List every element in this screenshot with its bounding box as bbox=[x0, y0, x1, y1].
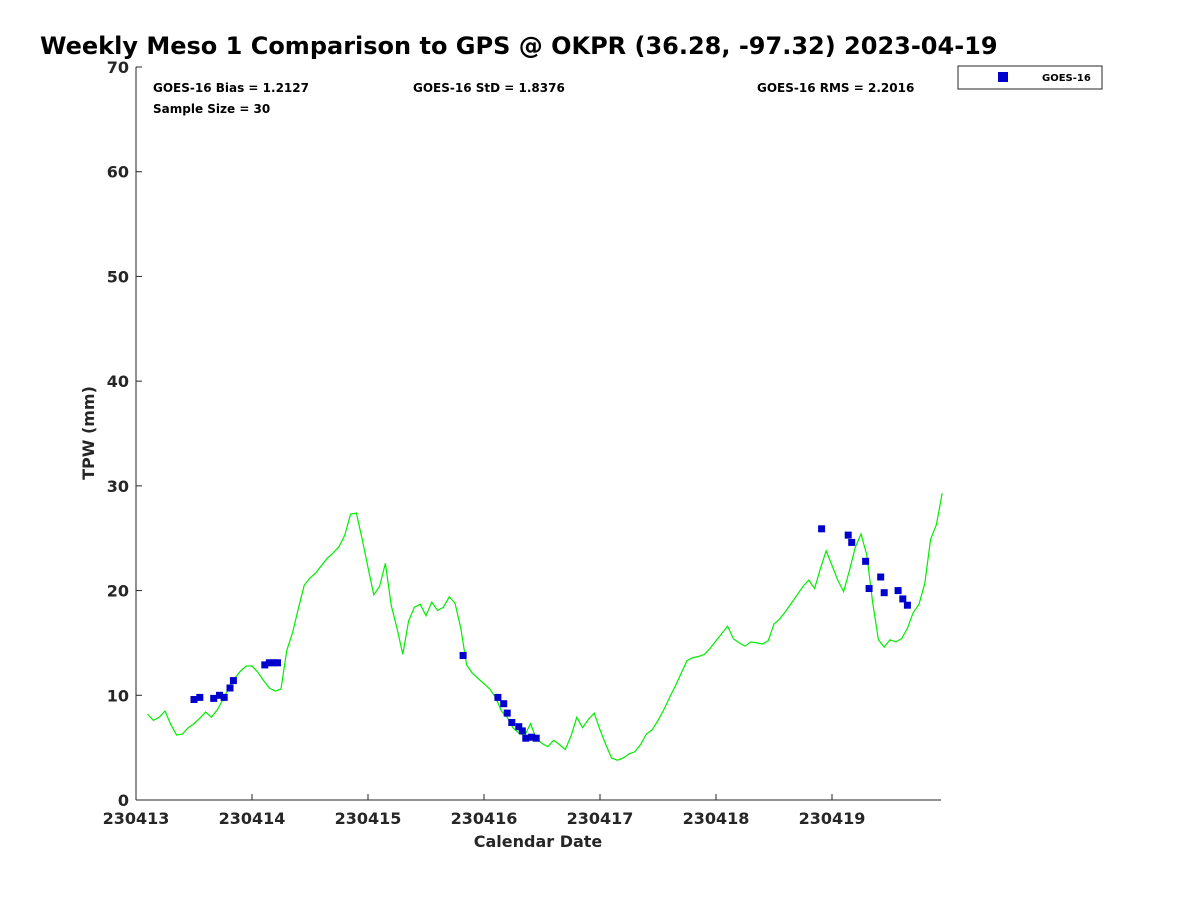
y-ticks: 0 10 20 30 40 50 60 70 bbox=[107, 58, 142, 810]
y-tick-label: 0 bbox=[118, 791, 129, 810]
goes16-point bbox=[518, 727, 526, 735]
goes16-point bbox=[877, 573, 885, 581]
goes16-point bbox=[899, 595, 907, 603]
goes16-point bbox=[865, 585, 873, 592]
goes16-point bbox=[190, 696, 198, 703]
goes16-point bbox=[459, 652, 467, 659]
rms-annotation: GOES-16 RMS = 2.2016 bbox=[757, 81, 914, 95]
goes16-point bbox=[494, 693, 502, 701]
x-tick-label: 230418 bbox=[683, 809, 750, 828]
std-annotation: GOES-16 StD = 1.8376 bbox=[413, 81, 565, 95]
y-tick-label: 60 bbox=[107, 163, 129, 182]
goes16-point bbox=[844, 531, 852, 539]
goes16-point bbox=[210, 694, 218, 702]
goes16-point bbox=[522, 734, 530, 742]
x-ticks: 230413 230414 230415 230416 230417 230418 2304… bbox=[103, 794, 866, 828]
y-axis-label: TPW (mm) bbox=[79, 386, 98, 480]
gps-tpw-line bbox=[147, 493, 943, 761]
y-tick-label: 20 bbox=[107, 582, 129, 601]
goes16-point bbox=[229, 677, 237, 685]
y-tick-label: 50 bbox=[107, 267, 129, 286]
goes16-point bbox=[274, 659, 281, 667]
goes16-point bbox=[503, 709, 511, 717]
x-axis-label: Calendar Date bbox=[474, 832, 603, 851]
goes16-point bbox=[818, 525, 826, 533]
goes16-point bbox=[515, 723, 523, 731]
goes16-point bbox=[216, 691, 223, 699]
goes16-point bbox=[903, 601, 911, 609]
goes16-point bbox=[265, 659, 273, 667]
chart-title: Weekly Meso 1 Comparison to GPS @ OKPR (… bbox=[40, 32, 998, 60]
y-tick-label: 40 bbox=[107, 372, 129, 391]
goes16-point bbox=[508, 719, 516, 726]
goes16-point bbox=[220, 693, 228, 701]
goes16-point bbox=[196, 693, 204, 701]
goes16-point bbox=[528, 733, 536, 741]
goes16-point bbox=[500, 700, 508, 708]
y-tick-label: 30 bbox=[107, 477, 129, 496]
x-tick-label: 230416 bbox=[451, 809, 518, 828]
legend-box bbox=[957, 65, 1103, 90]
y-tick-label: 70 bbox=[107, 58, 129, 77]
x-tick-label: 230415 bbox=[335, 809, 402, 828]
goes16-point bbox=[261, 661, 269, 669]
goes16-point bbox=[880, 589, 888, 597]
goes16-point bbox=[532, 734, 540, 742]
legend-label-goes16: GOES-16 bbox=[1042, 73, 1091, 84]
goes16-point bbox=[848, 538, 856, 546]
goes16-point bbox=[226, 684, 234, 692]
x-tick-label: 230414 bbox=[219, 809, 286, 828]
bias-annotation: GOES-16 Bias = 1.2127 bbox=[153, 81, 309, 95]
sample-size-annotation: Sample Size = 30 bbox=[153, 102, 270, 116]
plot-area bbox=[147, 493, 943, 761]
legend: GOES-16 bbox=[957, 65, 1103, 90]
legend-marker-goes16 bbox=[998, 72, 1008, 82]
goes16-point bbox=[862, 557, 870, 565]
goes16-point bbox=[894, 587, 902, 595]
x-tick-label: 230417 bbox=[567, 809, 634, 828]
x-tick-label: 230419 bbox=[799, 809, 866, 828]
y-tick-label: 10 bbox=[107, 686, 129, 705]
x-tick-label: 230413 bbox=[103, 809, 170, 828]
